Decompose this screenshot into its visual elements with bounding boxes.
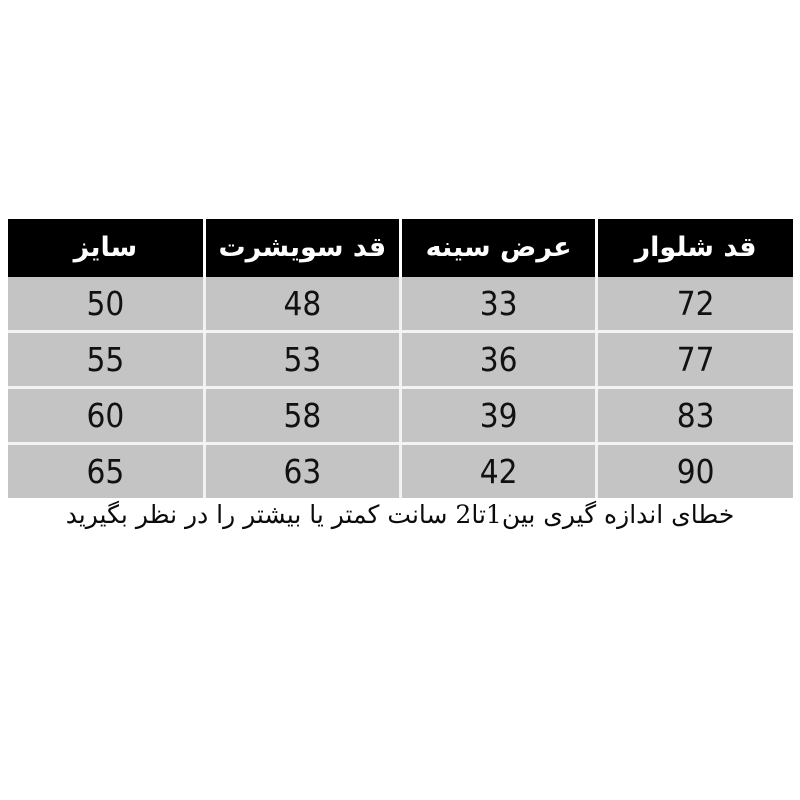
- size-table-body: 72 33 48 50 77 36 53 55 83 39 58 60: [8, 277, 793, 498]
- size-table: قد شلوار عرض سینه قد سویشرت سایز 72 33 4…: [8, 219, 793, 498]
- size-table-container: قد شلوار عرض سینه قد سویشرت سایز 72 33 4…: [8, 219, 793, 498]
- cell-size: 50: [8, 277, 205, 333]
- table-row: 72 33 48 50: [8, 277, 793, 333]
- table-row: 83 39 58 60: [8, 387, 793, 445]
- size-table-header: قد شلوار عرض سینه قد سویشرت سایز: [8, 219, 793, 277]
- cell-size: 60: [8, 387, 205, 445]
- table-row: 77 36 53 55: [8, 331, 793, 389]
- column-header-pants-length: قد شلوار: [595, 219, 793, 277]
- cell-sweatshirt-length: 53: [202, 331, 401, 389]
- cell-pants-length: 77: [595, 331, 793, 389]
- table-header-row: قد شلوار عرض سینه قد سویشرت سایز: [8, 219, 793, 277]
- cell-chest-width: 33: [398, 277, 597, 333]
- cell-chest-width: 42: [398, 443, 597, 498]
- cell-chest-width: 39: [398, 387, 597, 445]
- cell-sweatshirt-length: 48: [202, 277, 401, 333]
- cell-sweatshirt-length: 58: [202, 387, 401, 445]
- cell-size: 65: [8, 443, 205, 498]
- cell-size: 55: [8, 331, 205, 389]
- table-row: 90 42 63 65: [8, 443, 793, 498]
- column-header-size: سایز: [8, 219, 205, 277]
- column-header-sweatshirt-length: قد سویشرت: [202, 219, 401, 277]
- cell-sweatshirt-length: 63: [202, 443, 401, 498]
- cell-chest-width: 36: [398, 331, 597, 389]
- cell-pants-length: 90: [595, 443, 793, 498]
- measurement-tolerance-note: خطای اندازه گیری بین1تا2 سانت کمتر یا بی…: [65, 500, 735, 529]
- cell-pants-length: 83: [595, 387, 793, 445]
- column-header-chest-width: عرض سینه: [398, 219, 597, 277]
- cell-pants-length: 72: [595, 277, 793, 333]
